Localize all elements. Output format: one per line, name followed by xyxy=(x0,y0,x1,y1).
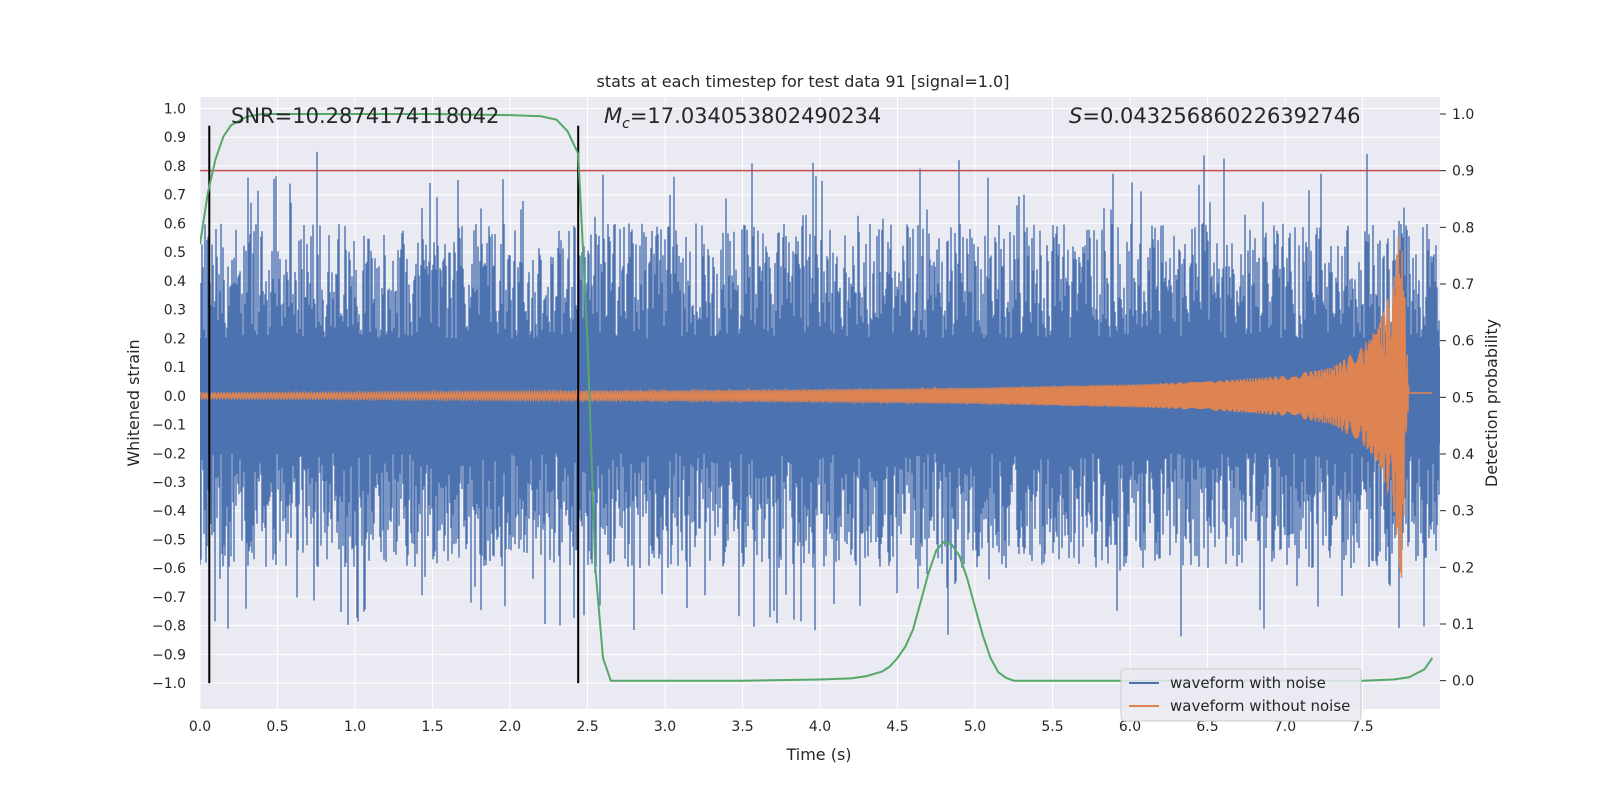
x-tick-label: 2.0 xyxy=(499,719,521,735)
x-axis-label: Time (s) xyxy=(785,745,851,764)
y-tick-label: 0.0 xyxy=(164,389,186,405)
y2-tick-label: 0.5 xyxy=(1452,390,1474,406)
y-tick-label: 0.3 xyxy=(164,303,186,319)
y-tick-label: 1.0 xyxy=(164,101,186,117)
x-tick-label: 5.5 xyxy=(1041,719,1063,735)
y-axis-label: Whitened strain xyxy=(124,339,143,466)
y-tick-label: 0.2 xyxy=(164,331,186,347)
legend-box xyxy=(1120,668,1362,722)
y-tick-label: 0.7 xyxy=(164,188,186,204)
x-tick-label: 4.0 xyxy=(809,719,831,735)
x-tick-label: 5.0 xyxy=(964,719,986,735)
x-tick-label: 7.0 xyxy=(1274,719,1296,735)
x-tick-label: 1.0 xyxy=(344,719,366,735)
chart-title: stats at each timestep for test data 91 … xyxy=(597,72,1010,91)
y2-tick-label: 0.8 xyxy=(1452,220,1474,236)
x-tick-label: 3.5 xyxy=(731,719,753,735)
y-tick-label: −0.6 xyxy=(152,561,186,577)
y-tick-label: −0.5 xyxy=(152,532,186,548)
y-tick-label: −0.1 xyxy=(152,418,186,434)
y-tick-label: −0.3 xyxy=(152,475,186,491)
y-tick-label: 0.8 xyxy=(164,159,186,175)
y2-tick-label: 1.0 xyxy=(1452,107,1474,123)
y2-tick-label: 0.9 xyxy=(1452,164,1474,180)
legend: waveform with noise waveform without noi… xyxy=(1120,668,1362,722)
x-tick-label: 4.5 xyxy=(886,719,908,735)
legend-label-noisy: waveform with noise xyxy=(1170,674,1326,692)
x-tick-label: 6.0 xyxy=(1119,719,1141,735)
y2-axis-label: Detection probability xyxy=(1482,319,1501,487)
y-tick-label: −0.4 xyxy=(152,504,186,520)
x-axis-ticks: 0.0 0.5 1.0 1.5 2.0 2.5 3.0 3.5 4.0 4.5 5.0 5.5 6.0 6… xyxy=(189,719,1374,735)
x-tick-label: 3.0 xyxy=(654,719,676,735)
clean-waveform xyxy=(200,236,1433,578)
detection-probability-line xyxy=(200,113,1434,682)
mc-symbol: M xyxy=(604,104,622,128)
y-tick-label: 0.1 xyxy=(164,360,186,376)
y-tick-label: −0.8 xyxy=(152,619,186,635)
x-tick-label: 7.5 xyxy=(1351,719,1373,735)
snr-annotation: SNR=10.2874174118042 xyxy=(231,104,499,128)
s-symbol: S xyxy=(1069,104,1082,128)
y-tick-label: 0.5 xyxy=(164,245,186,261)
y2-tick-label: 0.2 xyxy=(1452,560,1474,576)
y-tick-label: −0.2 xyxy=(152,446,186,462)
s-value: =0.043256860226392746 xyxy=(1082,104,1360,128)
legend-label-clean: waveform without noise xyxy=(1170,697,1350,715)
y-tick-label: 0.6 xyxy=(164,216,186,232)
series-layer xyxy=(200,113,1440,684)
y2-tick-label: 0.3 xyxy=(1452,504,1474,520)
x-tick-label: 1.5 xyxy=(421,719,443,735)
y-tick-label: 0.9 xyxy=(164,130,186,146)
mc-value: =17.034053802490234 xyxy=(630,104,881,128)
y-tick-label: −1.0 xyxy=(152,676,186,692)
mc-annotation: Mc=17.034053802490234 xyxy=(604,104,881,132)
y-tick-label: −0.7 xyxy=(152,590,186,606)
y2-tick-label: 0.1 xyxy=(1452,617,1474,633)
y2-axis-ticks: 1.0 0.9 0.8 0.7 0.6 0.5 0.4 0.3 0.2 0.1 0.0 xyxy=(1440,107,1474,690)
x-tick-label: 0.0 xyxy=(189,719,211,735)
mc-subscript: c xyxy=(622,116,630,132)
y-axis-ticks: 1.0 0.9 0.8 0.7 0.6 0.5 0.4 0.3 0.2 0.1 0.0 −0.1 −0.… xyxy=(152,101,186,692)
y2-tick-label: 0.6 xyxy=(1452,334,1474,350)
s-annotation: S=0.043256860226392746 xyxy=(1069,104,1360,128)
x-tick-label: 6.5 xyxy=(1196,719,1218,735)
y-tick-label: 0.4 xyxy=(164,274,186,290)
y2-tick-label: 0.4 xyxy=(1452,447,1474,463)
y2-tick-label: 0.7 xyxy=(1452,277,1474,293)
y2-tick-label: 0.0 xyxy=(1452,674,1474,690)
y-tick-label: −0.9 xyxy=(152,647,186,663)
x-tick-label: 0.5 xyxy=(266,719,288,735)
x-tick-label: 2.5 xyxy=(576,719,598,735)
